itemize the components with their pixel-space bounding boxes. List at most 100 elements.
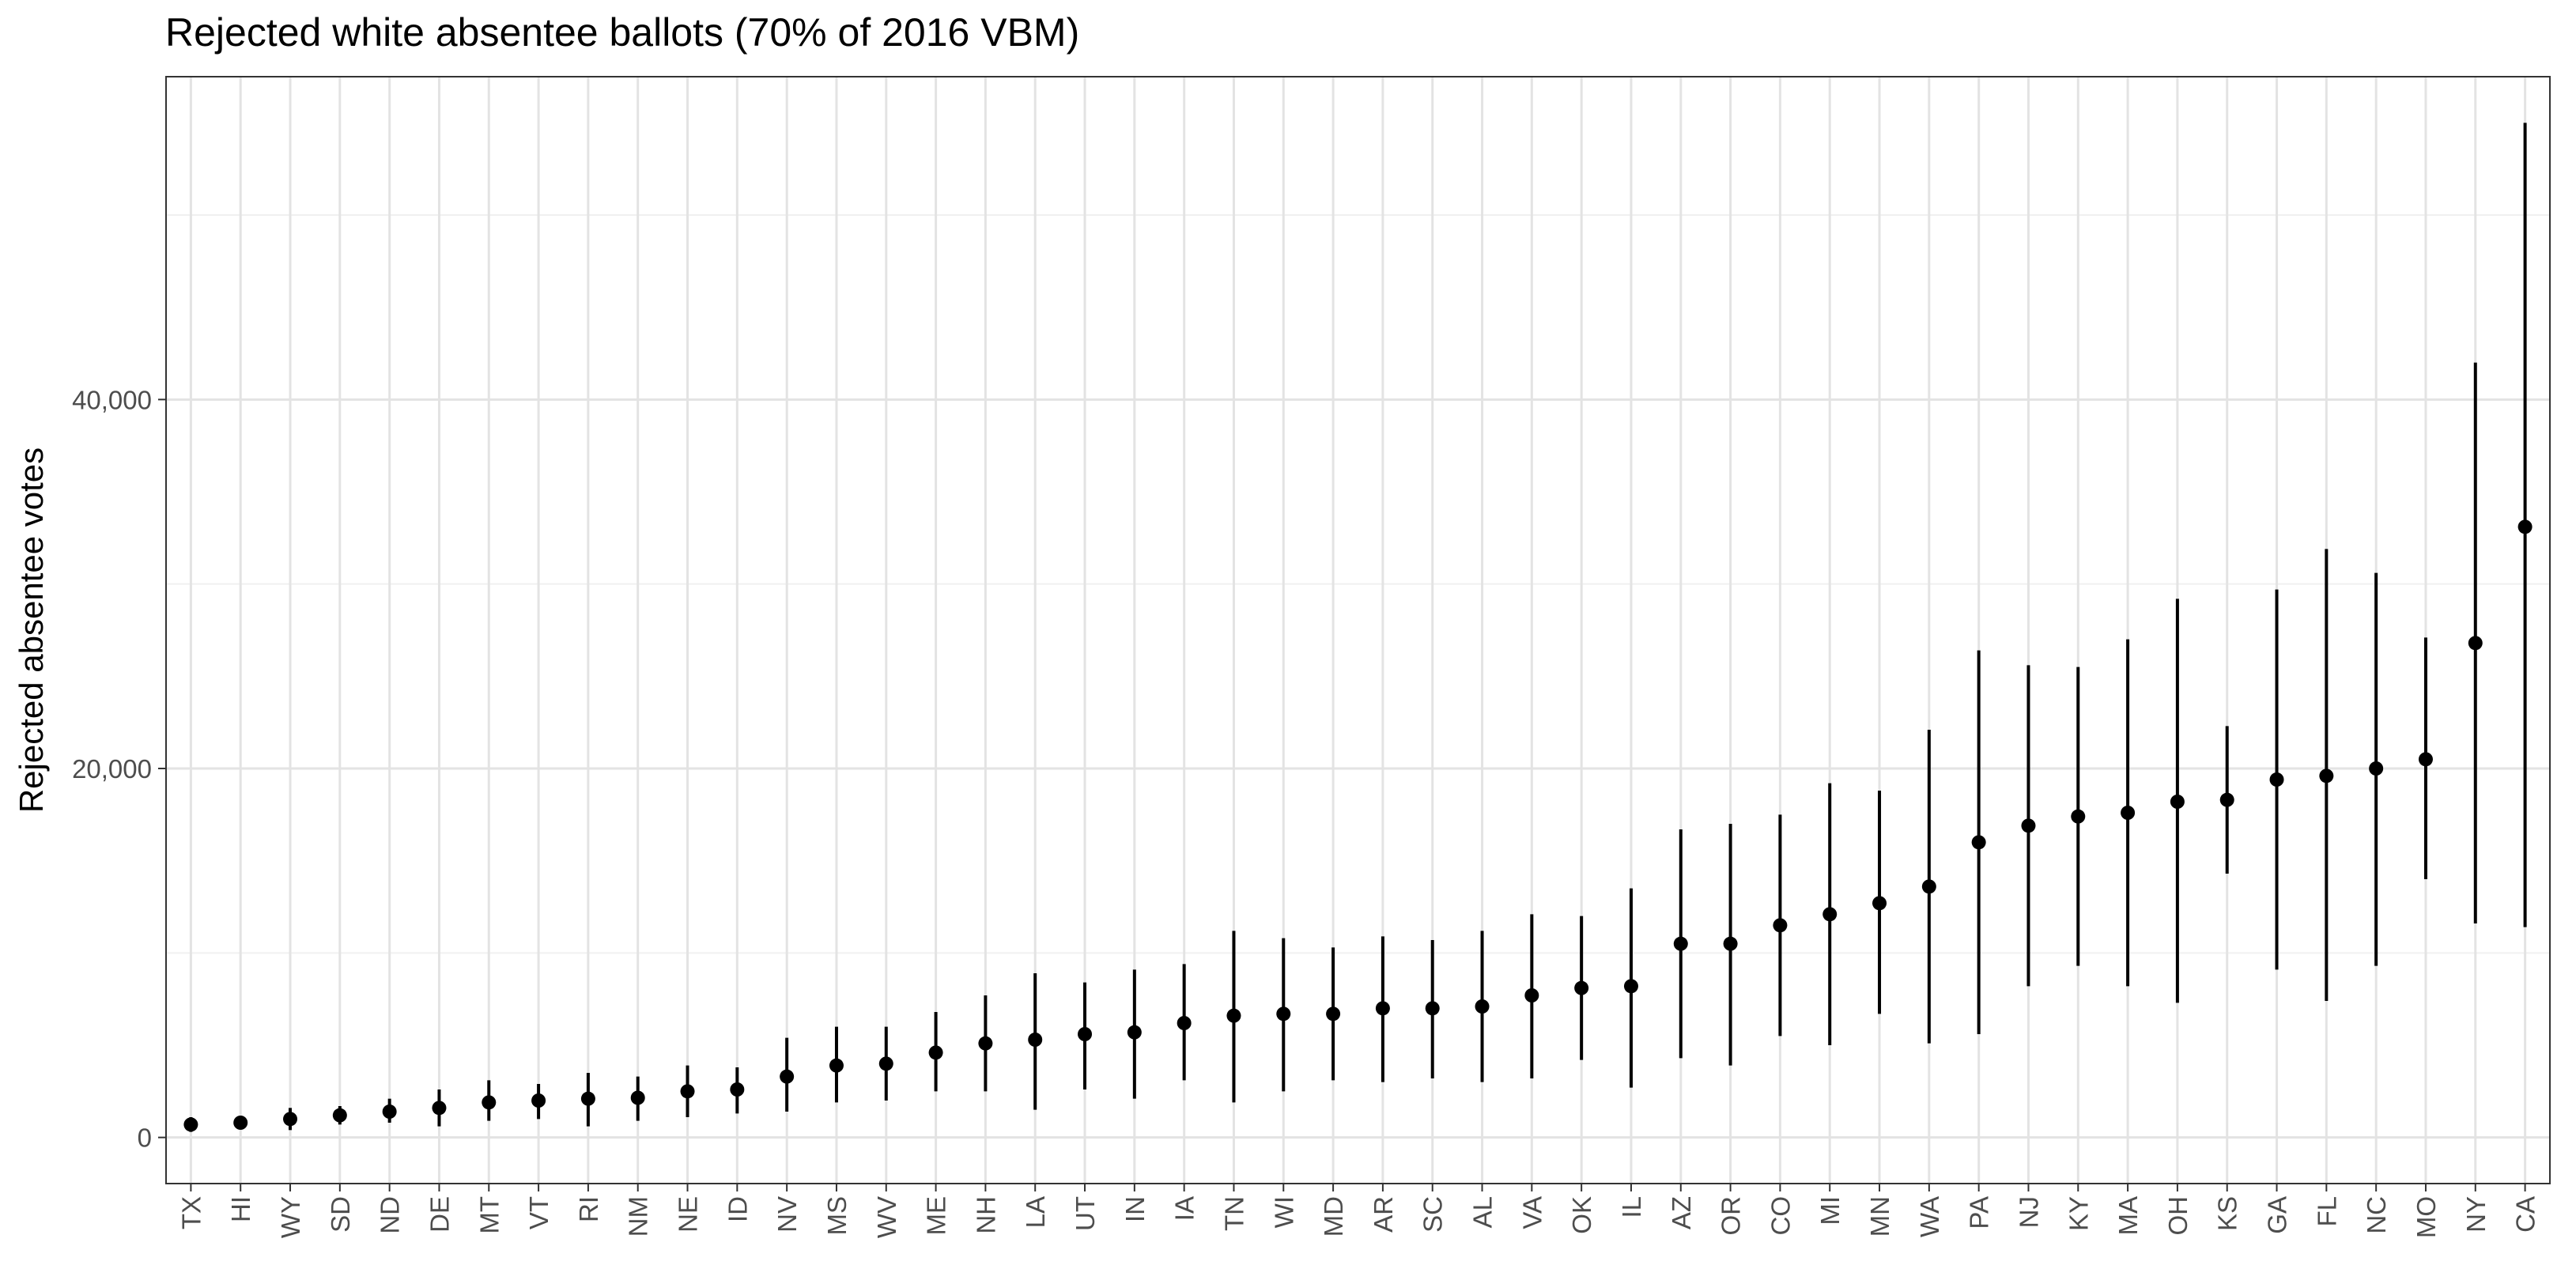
- point-sc: [1425, 1001, 1440, 1016]
- point-ar: [1375, 1001, 1390, 1016]
- point-vt: [531, 1093, 546, 1108]
- x-tick-label-ga: GA: [2263, 1196, 2292, 1234]
- x-tick-label-sd: SD: [326, 1196, 355, 1233]
- panel-background: [166, 77, 2550, 1184]
- point-pa: [1971, 835, 1986, 850]
- x-tick-label-ky: KY: [2064, 1196, 2093, 1231]
- x-tick-label-ar: AR: [1369, 1196, 1398, 1233]
- x-tick-label-oh: OH: [2163, 1196, 2193, 1236]
- x-tick-label-az: AZ: [1667, 1196, 1696, 1229]
- point-nv: [780, 1069, 795, 1084]
- y-tick-label: 40,000: [72, 385, 152, 414]
- point-nm: [630, 1090, 645, 1105]
- x-tick-label-tn: TN: [1219, 1196, 1248, 1231]
- x-tick-label-ne: NE: [674, 1196, 703, 1233]
- x-tick-label-co: CO: [1766, 1196, 1795, 1236]
- point-layer: [183, 519, 2533, 1132]
- point-tx: [183, 1117, 198, 1132]
- y-axis: 0 20,000 40,000: [72, 385, 166, 1153]
- x-axis: TX HI WY SD ND DE MT VT RI NM NE ID NV MS WV ME NH LA UT IN…: [176, 1184, 2540, 1238]
- point-nh: [978, 1036, 993, 1051]
- point-ma: [2121, 806, 2136, 820]
- point-wa: [1921, 879, 1936, 894]
- x-tick-label-tx: TX: [176, 1196, 206, 1229]
- point-de: [432, 1101, 447, 1116]
- point-mi: [1822, 907, 1838, 922]
- x-tick-label-ma: MA: [2113, 1196, 2143, 1236]
- point-la: [1028, 1033, 1043, 1047]
- point-nj: [2021, 818, 2036, 833]
- point-al: [1475, 999, 1490, 1014]
- point-ri: [580, 1091, 595, 1106]
- x-tick-label-va: VA: [1517, 1196, 1547, 1229]
- x-tick-label-ri: RI: [574, 1196, 603, 1222]
- x-tick-label-il: IL: [1617, 1196, 1646, 1218]
- x-tick-label-wy: WY: [276, 1196, 305, 1238]
- point-md: [1326, 1006, 1341, 1021]
- x-tick-label-ms: MS: [822, 1196, 852, 1236]
- x-tick-label-wa: WA: [1915, 1196, 1944, 1237]
- x-tick-label-mt: MT: [474, 1196, 504, 1234]
- point-in: [1127, 1025, 1142, 1040]
- point-tn: [1226, 1008, 1241, 1023]
- x-tick-label-ut: UT: [1071, 1196, 1100, 1231]
- point-ia: [1177, 1016, 1192, 1030]
- x-tick-label-mi: MI: [1815, 1196, 1845, 1225]
- point-wy: [283, 1112, 298, 1127]
- x-tick-label-in: IN: [1120, 1196, 1150, 1222]
- x-tick-label-id: ID: [723, 1196, 752, 1222]
- x-tick-label-nm: NM: [624, 1196, 653, 1237]
- x-tick-label-nv: NV: [772, 1196, 802, 1233]
- y-tick-label: 20,000: [72, 754, 152, 784]
- point-az: [1673, 936, 1688, 951]
- x-tick-label-ia: IA: [1170, 1196, 1199, 1221]
- point-ca: [2517, 519, 2533, 534]
- point-va: [1524, 988, 1539, 1003]
- x-tick-label-or: OR: [1717, 1196, 1746, 1236]
- x-tick-label-hi: HI: [226, 1196, 255, 1222]
- point-ok: [1574, 980, 1589, 995]
- point-wv: [878, 1056, 893, 1071]
- point-fl: [2319, 768, 2334, 784]
- x-tick-label-mo: MO: [2412, 1196, 2441, 1238]
- point-co: [1773, 918, 1788, 933]
- x-tick-label-wv: WV: [872, 1196, 901, 1238]
- x-tick-label-fl: FL: [2312, 1196, 2341, 1227]
- point-ky: [2071, 809, 2086, 824]
- point-nc: [2369, 761, 2384, 776]
- point-wi: [1276, 1006, 1291, 1021]
- y-axis-label: Rejected absentee votes: [13, 447, 50, 813]
- x-tick-label-al: AL: [1468, 1196, 1498, 1228]
- x-tick-label-ny: NY: [2461, 1196, 2491, 1233]
- point-oh: [2170, 795, 2185, 809]
- point-ks: [2219, 792, 2234, 807]
- x-tick-label-ca: CA: [2511, 1196, 2540, 1233]
- x-tick-label-nc: NC: [2362, 1196, 2391, 1234]
- x-tick-label-md: MD: [1319, 1196, 1348, 1237]
- x-tick-label-wi: WI: [1269, 1196, 1298, 1228]
- point-id: [730, 1082, 745, 1097]
- point-mn: [1872, 896, 1887, 911]
- x-tick-label-ok: OK: [1567, 1196, 1596, 1234]
- x-tick-label-de: DE: [425, 1196, 454, 1233]
- point-hi: [233, 1116, 248, 1130]
- point-me: [928, 1045, 943, 1060]
- chart-title: Rejected white absentee ballots (70% of …: [165, 10, 1080, 55]
- y-tick-label: 0: [138, 1123, 152, 1153]
- x-tick-label-ks: KS: [2213, 1196, 2242, 1231]
- point-il: [1623, 979, 1638, 994]
- x-tick-label-mn: MN: [1865, 1196, 1894, 1237]
- point-ut: [1078, 1027, 1093, 1041]
- grid-layer: [166, 77, 2550, 1184]
- x-tick-label-sc: SC: [1418, 1196, 1448, 1233]
- point-sd: [332, 1108, 347, 1123]
- point-mt: [482, 1095, 497, 1110]
- point-ny: [2468, 636, 2483, 651]
- point-ms: [829, 1058, 844, 1073]
- x-tick-label-me: ME: [922, 1196, 951, 1236]
- x-tick-label-nd: ND: [376, 1196, 405, 1234]
- point-or: [1723, 936, 1738, 951]
- point-ga: [2269, 772, 2284, 787]
- point-nd: [382, 1105, 397, 1119]
